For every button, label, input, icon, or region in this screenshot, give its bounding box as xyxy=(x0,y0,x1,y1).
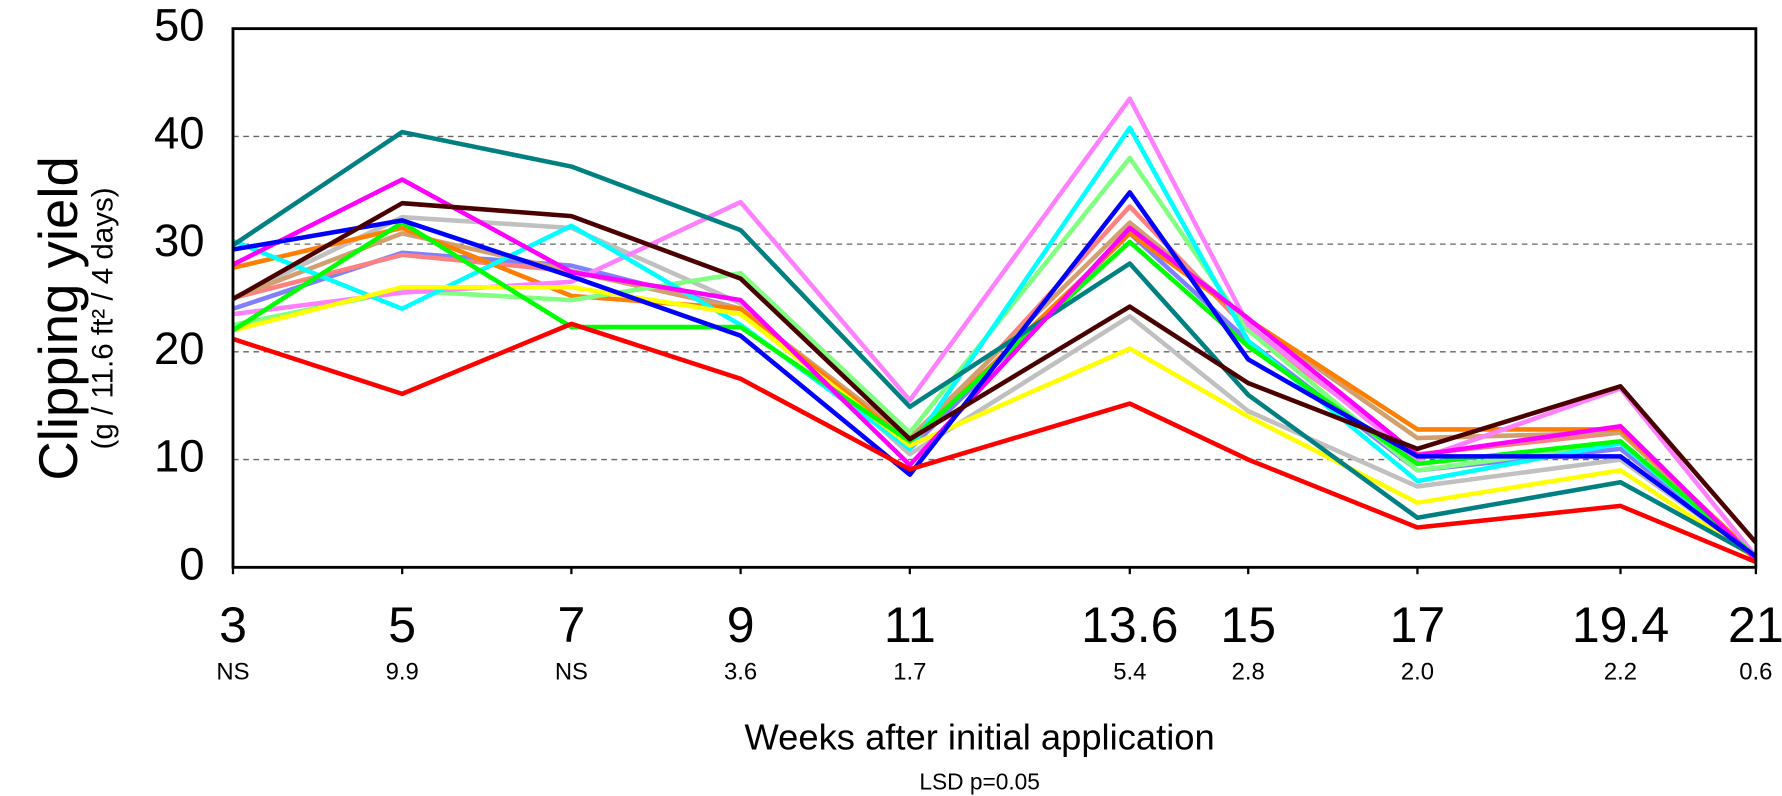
x-tick-label: 3 xyxy=(219,597,247,653)
y-tick-label: 20 xyxy=(154,323,205,374)
lsd-value: 1.7 xyxy=(893,658,926,685)
y-axis-subtitle: (g / 11.6 ft² / 4 days) xyxy=(86,187,119,449)
x-tick-label: 9 xyxy=(727,597,755,653)
lsd-value: 3.6 xyxy=(724,658,757,685)
series-line xyxy=(232,190,1758,559)
x-tick-label: 17 xyxy=(1390,597,1446,653)
lsd-value: 2.0 xyxy=(1401,658,1434,685)
y-tick-label: 0 xyxy=(179,538,204,589)
lsd-value: NS xyxy=(555,658,588,685)
series-line xyxy=(232,284,1758,561)
x-tick-label: 15 xyxy=(1220,597,1276,653)
series-line xyxy=(232,225,1758,559)
series-line xyxy=(232,125,1758,559)
lsd-value: 2.8 xyxy=(1232,658,1265,685)
lsd-value: 9.9 xyxy=(386,658,419,685)
x-tick-label: 5 xyxy=(388,597,416,653)
y-tick-label: 40 xyxy=(154,107,205,158)
x-tick-label: 7 xyxy=(557,597,585,653)
y-axis-title: Clipping yield xyxy=(28,156,89,480)
series-line xyxy=(232,321,1757,565)
series-line xyxy=(231,177,1758,562)
x-axis-title: Weeks after initial application xyxy=(745,717,1215,758)
y-tick-label: 30 xyxy=(154,215,205,266)
y-tick-label: 50 xyxy=(154,0,205,51)
series-line xyxy=(231,220,1758,559)
lsd-title: LSD p=0.05 xyxy=(919,768,1040,794)
lsd-value: 5.4 xyxy=(1113,658,1146,685)
plot-frame xyxy=(231,27,1758,569)
series-line xyxy=(231,214,1758,559)
x-tick-label: 21 xyxy=(1728,597,1782,653)
x-tick-label: 19.4 xyxy=(1572,597,1669,653)
series-line xyxy=(231,129,1757,559)
y-tick-label: 10 xyxy=(154,431,205,482)
lsd-value: 2.2 xyxy=(1604,658,1637,685)
lsd-value: NS xyxy=(216,658,249,685)
lsd-value: 0.6 xyxy=(1739,658,1772,685)
x-tick-label: 13.6 xyxy=(1081,597,1178,653)
x-tick-label: 11 xyxy=(884,597,936,653)
series-line xyxy=(231,200,1758,545)
